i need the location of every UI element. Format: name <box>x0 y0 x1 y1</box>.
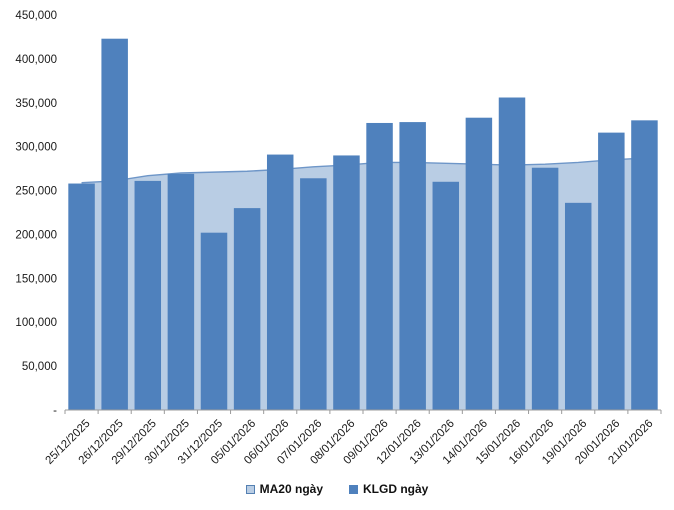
volume-bar <box>200 232 228 410</box>
volume-bar <box>631 120 658 410</box>
ma20-legend-swatch-icon <box>245 484 255 494</box>
y-axis-label: 300,000 <box>15 142 57 154</box>
y-axis-label: 50,000 <box>22 361 57 373</box>
volume-bar <box>333 155 360 410</box>
volume-bar <box>465 117 493 410</box>
ma20-line <box>81 157 645 184</box>
volume-bar <box>134 180 162 410</box>
volume-bar <box>498 97 526 410</box>
y-axis-label: - <box>53 405 57 417</box>
volume-bar <box>366 122 393 410</box>
volume-bar <box>432 181 460 410</box>
klgd-legend-swatch-icon <box>349 484 358 494</box>
volume-bar <box>531 167 559 410</box>
y-axis-label: 150,000 <box>15 273 57 285</box>
chart-legend: MA20 ngày KLGD ngày <box>0 482 674 496</box>
legend-item-ma20: MA20 ngày <box>245 482 323 496</box>
volume-bar <box>233 208 261 410</box>
klgd-legend-label: KLGD ngày <box>363 482 429 496</box>
volume-bar <box>564 202 592 410</box>
y-axis-label: 350,000 <box>15 98 57 110</box>
y-axis-label: 400,000 <box>15 54 57 66</box>
volume-bar <box>266 154 294 410</box>
y-axis-label: 100,000 <box>15 317 57 329</box>
volume-bar <box>167 173 195 410</box>
volume-bar <box>68 183 95 410</box>
volume-bar <box>399 122 426 410</box>
ma20-area <box>81 158 645 410</box>
volume-bar <box>101 38 128 410</box>
ma20-legend-label: MA20 ngày <box>259 482 323 496</box>
y-axis-label: 250,000 <box>15 186 57 198</box>
volume-bar <box>598 132 625 410</box>
y-axis-label: 200,000 <box>15 229 57 241</box>
y-axis-label: 450,000 <box>15 10 57 22</box>
legend-item-klgd: KLGD ngày <box>349 482 428 496</box>
volume-bar <box>300 178 327 410</box>
